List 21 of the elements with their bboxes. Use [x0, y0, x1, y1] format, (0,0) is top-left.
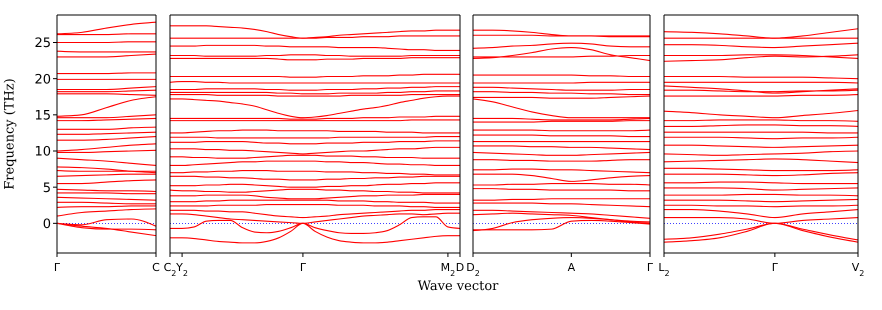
x-tick-label: Y$_{2}$ [175, 261, 188, 278]
x-tick-label: Γ [646, 261, 654, 274]
x-tick-label: D [456, 261, 464, 274]
x-tick-label: Γ [772, 261, 779, 274]
y-axis-title: Frequency (THz) [2, 78, 18, 190]
y-tick-label: 0 [42, 216, 51, 232]
y-tick-label: 5 [42, 180, 51, 196]
x-axis-title: Wave vector [416, 279, 500, 294]
y-tick-label: 15 [34, 108, 51, 124]
y-tick-label: 10 [34, 144, 51, 160]
x-tick-label: C [152, 261, 160, 274]
x-tick-label: L$_{2}$ [658, 261, 670, 278]
x-tick-label: V$_{2}$ [852, 261, 864, 278]
x-tick-label: Γ [300, 261, 307, 274]
x-tick-label: C$_{2}$ [164, 261, 176, 278]
x-tick-label: D$_{2}$ [466, 261, 480, 278]
x-tick-label: M$_{2}$ [440, 261, 456, 278]
x-tick-label: A [568, 261, 576, 274]
y-tick-label: 20 [34, 72, 51, 88]
x-tick-label: Γ [54, 261, 61, 274]
y-tick-label: 25 [34, 36, 51, 52]
